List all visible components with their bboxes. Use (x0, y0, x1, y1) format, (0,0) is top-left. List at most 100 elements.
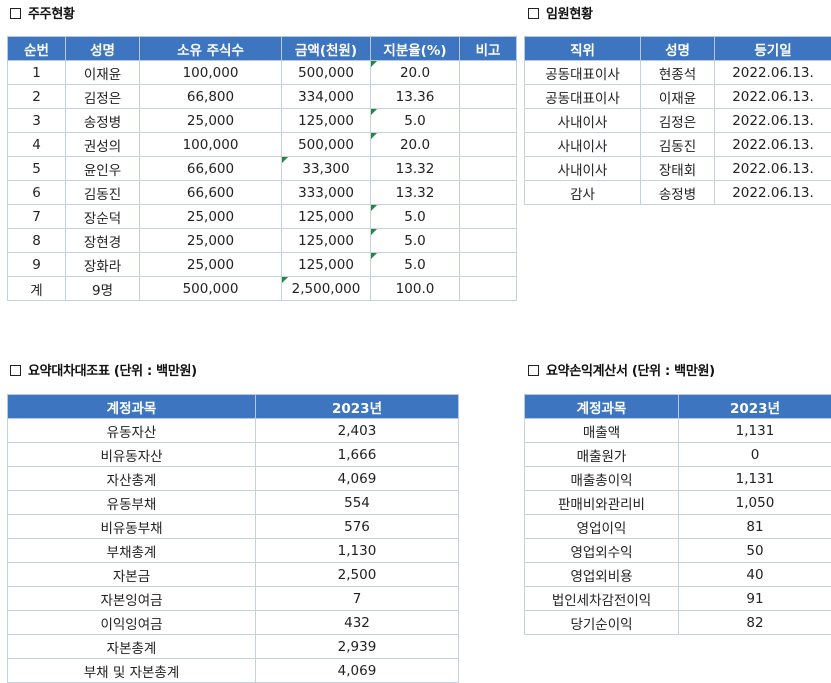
cell-value: 432 (255, 610, 459, 635)
officers-section-title: 임원현황 (528, 3, 593, 22)
table-row: 자본금 2,500 (7, 562, 459, 587)
cell-value: 1,050 (678, 490, 831, 515)
cell-position: 공동대표이사 (524, 60, 641, 85)
table-row: 감사 송정병 2022.06.13. (524, 180, 831, 205)
cell-value: 40 (678, 562, 831, 587)
cell-name: 장순덕 (65, 204, 140, 229)
table-row: 매출액 1,131 (524, 418, 831, 443)
table-row: 비유동자산 1,666 (7, 442, 459, 467)
cell-shares: 66,600 (139, 180, 282, 205)
cell-name: 김동진 (640, 132, 715, 157)
square-bullet-icon (528, 8, 539, 19)
income-statement-table: 계정과목 2023년 매출액 1,131 매출원가 0 매출총이익 1,131 판매비와관리… (524, 394, 831, 635)
cell-amount: 33,300 (281, 156, 371, 181)
cell-shares: 25,000 (139, 204, 282, 229)
balance-sheet-title-text: 요약대차대조표 (단위 : 백만원) (28, 364, 197, 379)
cell-value: 2,500 (255, 562, 459, 587)
table-header-row: 순번 성명 소유 주식수 금액(천원) 지분율(%) 비고 (7, 36, 517, 61)
balance-sheet-section-title: 요약대차대조표 (단위 : 백만원) (10, 360, 197, 379)
cell-registration-date: 2022.06.13. (714, 108, 831, 133)
cell-account: 매출액 (524, 418, 679, 443)
table-row: 부채 및 자본총계 4,069 (7, 658, 459, 683)
cell-ratio: 5.0 (370, 252, 460, 277)
cell-amount: 2,500,000 (281, 276, 371, 301)
cell-name: 이재윤 (640, 84, 715, 109)
table-row: 사내이사 김정은 2022.06.13. (524, 108, 831, 133)
cell-name: 김정은 (65, 84, 140, 109)
cell-account: 이익잉여금 (7, 610, 256, 635)
column-header-shares: 소유 주식수 (139, 36, 282, 61)
column-header-account: 계정과목 (524, 394, 679, 419)
table-row: 4 권성의 100,000 500,000 20.0 (7, 132, 517, 157)
cell-note (459, 276, 517, 301)
cell-note (459, 204, 517, 229)
table-row: 7 장순덕 25,000 125,000 5.0 (7, 204, 517, 229)
table-row: 당기순이익 82 (524, 610, 831, 635)
cell-registration-date: 2022.06.13. (714, 84, 831, 109)
cell-ratio: 20.0 (370, 132, 460, 157)
cell-account: 비유동자산 (7, 442, 256, 467)
column-header-name: 성명 (65, 36, 140, 61)
cell-amount: 500,000 (281, 132, 371, 157)
cell-account: 비유동부채 (7, 514, 256, 539)
cell-account: 유동부채 (7, 490, 256, 515)
cell-no: 7 (7, 204, 66, 229)
cell-amount: 500,000 (281, 60, 371, 85)
cell-value: 4,069 (255, 466, 459, 491)
cell-account: 자산총계 (7, 466, 256, 491)
table-row: 2 김정은 66,800 334,000 13.36 (7, 84, 517, 109)
table-row: 3 송정병 25,000 125,000 5.0 (7, 108, 517, 133)
cell-name: 김동진 (65, 180, 140, 205)
cell-amount: 334,000 (281, 84, 371, 109)
table-row: 영업이익 81 (524, 514, 831, 539)
cell-value: 4,069 (255, 658, 459, 683)
cell-note (459, 60, 517, 85)
cell-note (459, 108, 517, 133)
column-header-account: 계정과목 (7, 394, 256, 419)
cell-ratio: 13.32 (370, 180, 460, 205)
table-row: 5 윤인우 66,600 33,300 13.32 (7, 156, 517, 181)
cell-no: 6 (7, 180, 66, 205)
cell-name: 9명 (65, 276, 140, 301)
cell-ratio: 13.32 (370, 156, 460, 181)
officers-table: 직위 성명 등기일 공동대표이사 현종석 2022.06.13. 공동대표이사 이재윤 2… (524, 36, 831, 205)
cell-ratio: 5.0 (370, 228, 460, 253)
cell-name: 김정은 (640, 108, 715, 133)
cell-value: 1,666 (255, 442, 459, 467)
table-row: 자본잉여금 7 (7, 586, 459, 611)
cell-account: 부채총계 (7, 538, 256, 563)
cell-amount: 125,000 (281, 204, 371, 229)
table-row: 공동대표이사 이재윤 2022.06.13. (524, 84, 831, 109)
column-header-year: 2023년 (678, 394, 831, 419)
cell-name: 송정병 (640, 180, 715, 205)
cell-account: 영업외비용 (524, 562, 679, 587)
table-row: 유동부채 554 (7, 490, 459, 515)
cell-note (459, 252, 517, 277)
cell-account: 영업외수익 (524, 538, 679, 563)
table-row: 판매비와관리비 1,050 (524, 490, 831, 515)
cell-value: 1,131 (678, 466, 831, 491)
cell-account: 부채 및 자본총계 (7, 658, 256, 683)
column-header-ratio: 지분율(%) (370, 36, 460, 61)
cell-name: 이재윤 (65, 60, 140, 85)
cell-shares: 25,000 (139, 228, 282, 253)
cell-name: 장현경 (65, 228, 140, 253)
table-row: 사내이사 김동진 2022.06.13. (524, 132, 831, 157)
cell-registration-date: 2022.06.13. (714, 60, 831, 85)
table-row: 영업외비용 40 (524, 562, 831, 587)
cell-shares: 100,000 (139, 132, 282, 157)
table-row: 영업외수익 50 (524, 538, 831, 563)
cell-shares: 25,000 (139, 252, 282, 277)
table-row: 계 9명 500,000 2,500,000 100.0 (7, 276, 517, 301)
cell-shares: 100,000 (139, 60, 282, 85)
table-row: 매출원가 0 (524, 442, 831, 467)
cell-account: 법인세차감전이익 (524, 586, 679, 611)
table-row: 8 장현경 25,000 125,000 5.0 (7, 228, 517, 253)
cell-no: 4 (7, 132, 66, 157)
table-row: 비유동부채 576 (7, 514, 459, 539)
cell-name: 장화라 (65, 252, 140, 277)
square-bullet-icon (10, 365, 21, 376)
cell-amount: 125,000 (281, 228, 371, 253)
cell-ratio: 13.36 (370, 84, 460, 109)
cell-amount: 125,000 (281, 108, 371, 133)
